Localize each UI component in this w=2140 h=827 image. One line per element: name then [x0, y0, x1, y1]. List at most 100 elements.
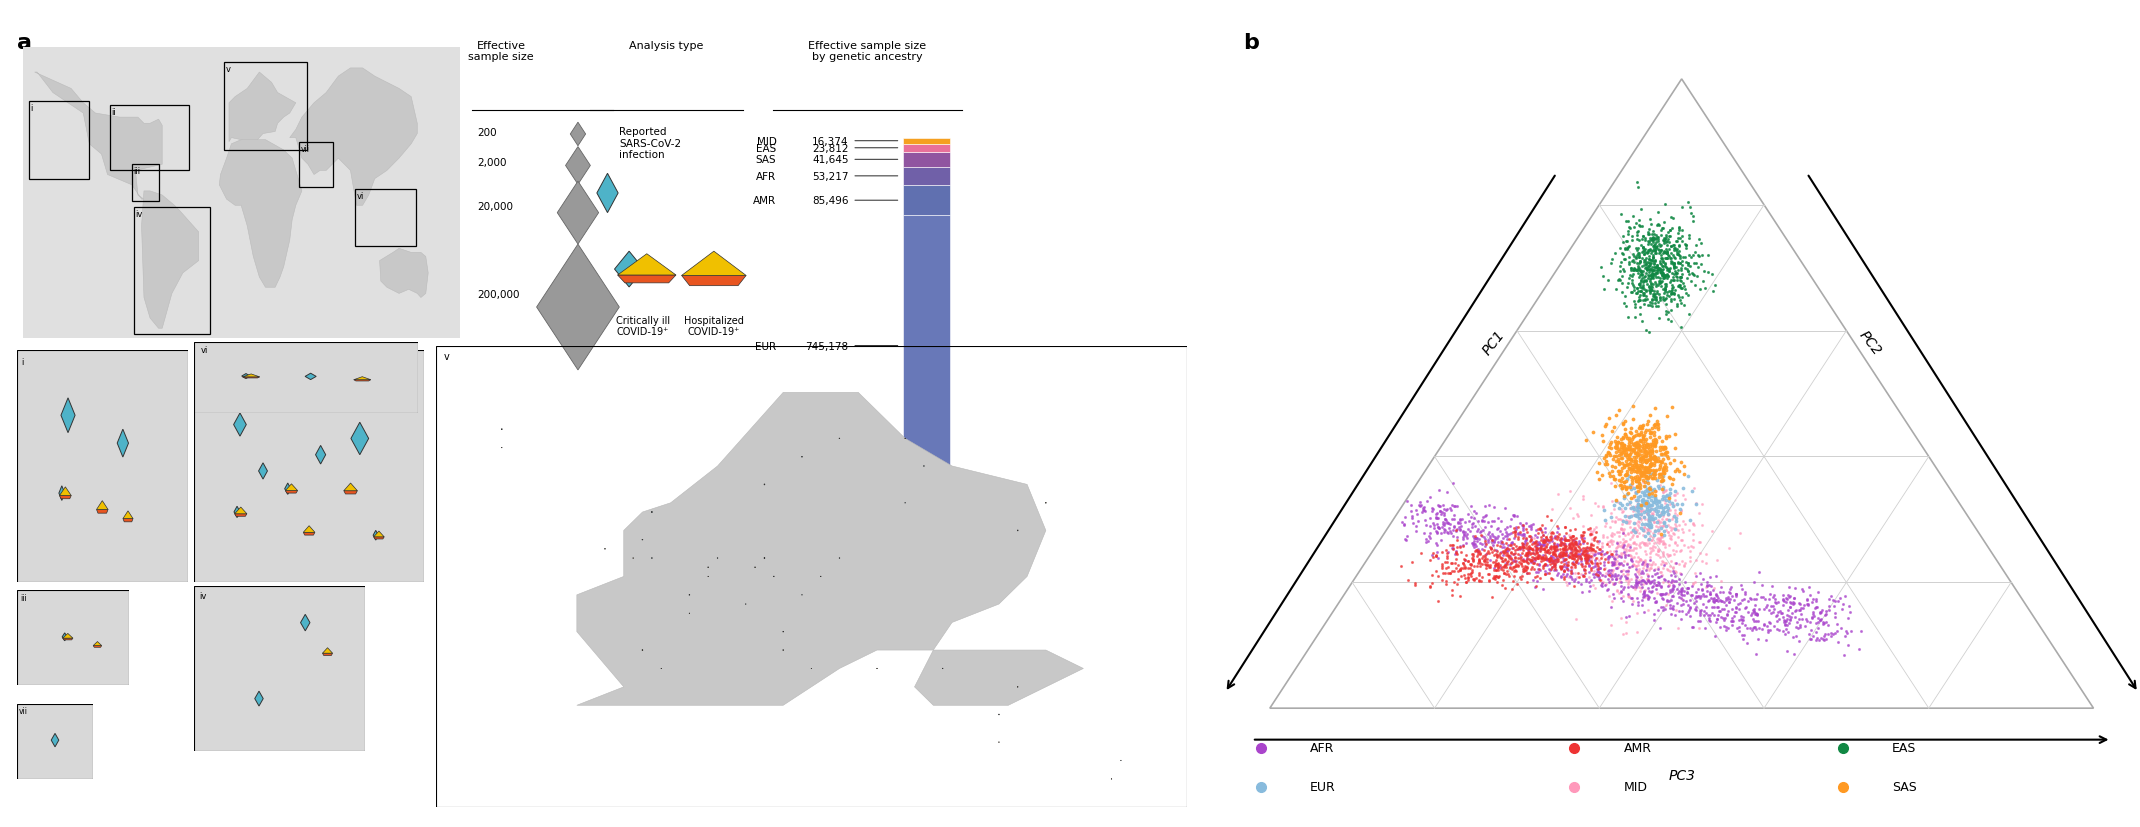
Point: [1601, 537, 1635, 550]
Point: [1519, 543, 1554, 556]
Point: [1748, 634, 1783, 648]
Point: [1611, 448, 1646, 461]
Point: [1629, 424, 1663, 437]
Point: [1430, 514, 1464, 527]
Point: [1532, 555, 1566, 568]
Point: [1624, 470, 1658, 483]
Point: [1639, 454, 1673, 467]
Point: [1515, 553, 1549, 566]
Point: [1609, 483, 1644, 496]
Point: [1669, 518, 1703, 531]
Point: [1614, 538, 1648, 552]
Point: [1397, 517, 1432, 530]
Point: [1571, 552, 1605, 565]
Point: [1673, 555, 1708, 568]
Point: [1569, 547, 1603, 561]
Point: [1569, 541, 1603, 554]
Text: 20,000: 20,000: [477, 202, 514, 212]
Point: [1716, 594, 1751, 607]
Point: [1457, 548, 1492, 562]
Point: [1603, 442, 1637, 456]
Point: [1534, 526, 1569, 539]
Point: [1603, 242, 1637, 256]
Point: [1654, 212, 1688, 225]
Point: [1622, 538, 1656, 552]
Point: [1618, 562, 1652, 576]
Point: [1629, 445, 1663, 458]
Point: [1519, 575, 1554, 588]
Point: [1650, 509, 1684, 522]
Point: [1566, 545, 1601, 558]
Point: [1472, 526, 1507, 539]
Point: [1605, 481, 1639, 495]
Point: [1453, 525, 1487, 538]
Point: [1611, 578, 1646, 591]
Point: [1442, 541, 1477, 554]
Point: [1601, 431, 1635, 444]
Point: [1802, 607, 1836, 620]
Point: [1500, 533, 1534, 547]
Point: [1620, 491, 1654, 504]
Point: [1487, 544, 1522, 557]
Point: [1682, 614, 1716, 628]
Point: [1620, 475, 1654, 488]
Point: [1500, 577, 1534, 590]
Point: [1618, 311, 1652, 324]
Point: [1421, 521, 1455, 534]
Point: [1629, 461, 1663, 475]
Point: [1641, 288, 1676, 301]
Point: [1624, 220, 1658, 233]
Point: [1425, 499, 1459, 512]
Point: [1436, 521, 1470, 534]
Point: [1757, 590, 1791, 604]
Point: [1603, 592, 1637, 605]
Point: [1560, 550, 1594, 563]
Point: [1468, 562, 1502, 575]
Point: [1599, 495, 1633, 509]
Point: [1581, 543, 1616, 556]
Point: [1528, 535, 1562, 548]
Point: [1560, 555, 1594, 568]
Point: [1592, 576, 1626, 589]
Point: [1688, 590, 1723, 604]
Point: [1673, 551, 1708, 564]
Point: [1601, 568, 1635, 581]
Point: [1462, 575, 1496, 588]
Point: [1635, 544, 1669, 557]
Point: [1522, 543, 1556, 556]
Point: [1519, 542, 1554, 555]
Point: [1620, 576, 1654, 589]
Point: [1594, 465, 1629, 478]
Point: [1691, 266, 1725, 280]
Point: [1498, 531, 1532, 544]
Point: [1671, 257, 1706, 270]
Point: [1678, 570, 1712, 583]
Point: [1828, 589, 1862, 602]
Point: [1618, 486, 1652, 500]
Point: [1710, 598, 1744, 611]
Point: [1783, 604, 1817, 617]
Point: [1620, 504, 1654, 517]
Bar: [903, 216, 950, 476]
Point: [1639, 436, 1673, 449]
Point: [1650, 239, 1684, 252]
Point: [1637, 544, 1671, 557]
Point: [1419, 537, 1453, 550]
Point: [1556, 544, 1590, 557]
Point: [1646, 546, 1680, 559]
Point: [1541, 538, 1575, 552]
Point: [1547, 549, 1581, 562]
Point: [1616, 471, 1650, 485]
Point: [1624, 445, 1658, 458]
Point: [1599, 562, 1633, 575]
Point: [1684, 604, 1718, 617]
Point: [1618, 454, 1652, 467]
Point: [1631, 527, 1665, 540]
Point: [1654, 486, 1688, 500]
Point: [1524, 545, 1558, 558]
Point: [1641, 534, 1676, 547]
Point: [1573, 509, 1607, 523]
Point: [1614, 501, 1648, 514]
Text: b: b: [1243, 32, 1258, 53]
Point: [1609, 544, 1644, 557]
